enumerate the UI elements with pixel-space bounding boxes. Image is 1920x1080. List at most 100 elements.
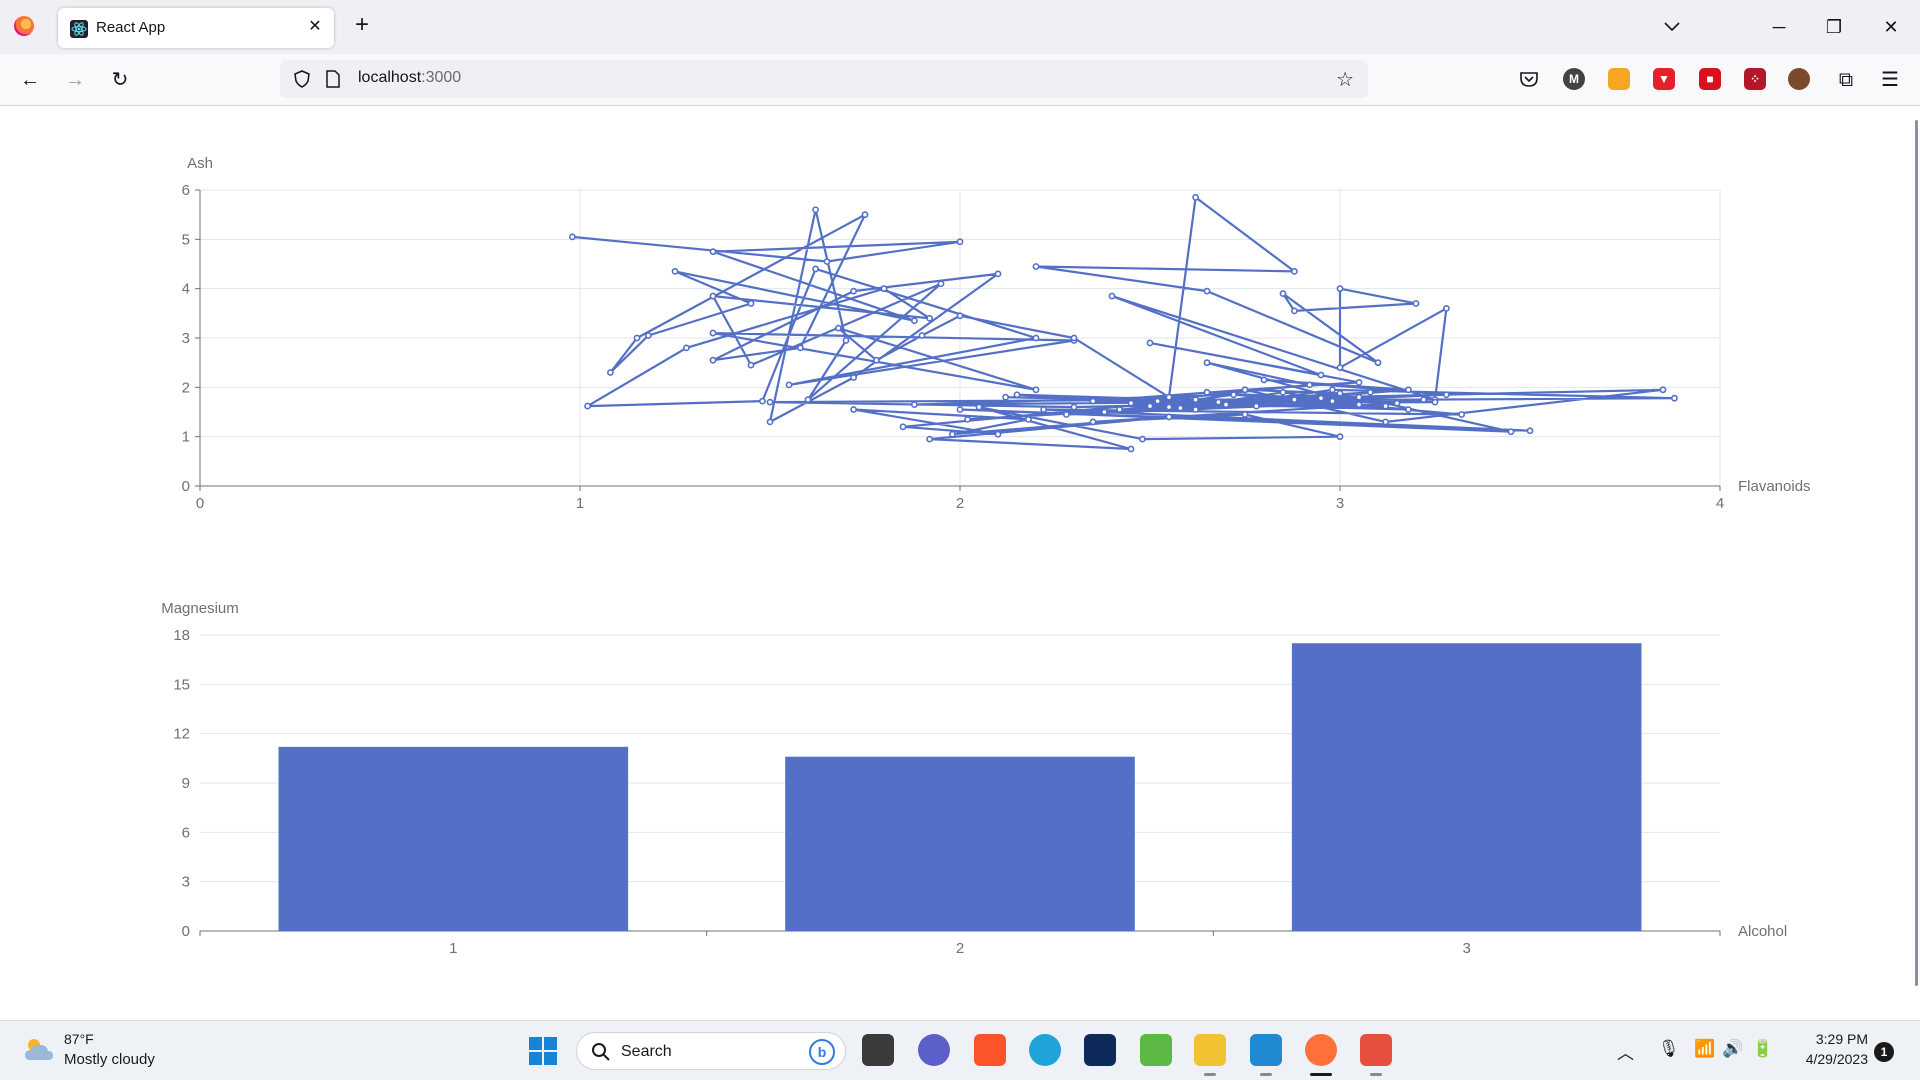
brave-browser-icon[interactable] <box>974 1034 1006 1066</box>
bookmark-star-icon[interactable]: ☆ <box>1336 69 1354 91</box>
data-point <box>1032 334 1040 342</box>
app-active-indicator <box>1310 1073 1332 1076</box>
wifi-icon[interactable]: 📶 <box>1694 1039 1716 1058</box>
app-running-indicator <box>1370 1073 1382 1076</box>
menu-icon[interactable]: ☰ <box>1881 69 1899 91</box>
data-point <box>1279 290 1287 297</box>
data-point <box>1393 399 1401 407</box>
data-point <box>607 369 614 376</box>
scrollbar[interactable] <box>1915 120 1918 986</box>
data-point <box>1165 413 1173 421</box>
data-point <box>1458 411 1465 418</box>
edge-browser-icon[interactable] <box>1029 1034 1061 1066</box>
data-point <box>1507 428 1515 436</box>
data-point <box>1405 386 1412 394</box>
extension-lock-icon[interactable]: ■ <box>1699 68 1721 90</box>
volume-icon[interactable]: 🔊 <box>1722 1039 1744 1058</box>
data-point <box>1154 397 1161 405</box>
extension-dots-icon[interactable]: ⁘ <box>1744 68 1766 90</box>
battery-icon[interactable]: 🔋 <box>1752 1039 1774 1058</box>
chevron-up-icon[interactable]: ︿ <box>1617 1044 1634 1063</box>
extension-cookie-icon[interactable] <box>1788 68 1810 90</box>
restore-icon[interactable]: ❐ <box>1825 17 1843 37</box>
data-point <box>1355 393 1363 401</box>
microphone-icon[interactable]: 🎙 <box>1658 1039 1680 1058</box>
minimize-icon[interactable]: ─ <box>1772 17 1786 37</box>
y-tick-label: 15 <box>173 676 190 693</box>
y-tick-label: 4 <box>182 281 190 298</box>
data-point <box>1405 406 1412 413</box>
taskbar-search-box[interactable]: Search b <box>576 1032 846 1070</box>
data-point <box>956 406 964 413</box>
data-point <box>1336 433 1344 441</box>
back-icon[interactable]: ← <box>20 69 40 91</box>
shield-icon <box>294 70 310 88</box>
pocket-icon[interactable] <box>1518 68 1540 90</box>
data-point <box>1291 267 1298 275</box>
x-tick-label: 1 <box>576 495 584 512</box>
chevron-down-icon[interactable] <box>1660 14 1684 38</box>
data-point <box>899 423 907 431</box>
cloudy-weather-icon[interactable] <box>22 1034 56 1066</box>
vscode-icon[interactable] <box>1250 1034 1282 1066</box>
data-point <box>880 285 888 293</box>
teamviewer-icon[interactable] <box>1084 1034 1116 1066</box>
data-point <box>926 435 933 443</box>
x-axis-label: Flavanoids <box>1738 478 1811 495</box>
extension-shield-icon[interactable]: ▼ <box>1653 68 1675 90</box>
bing-icon[interactable]: b <box>809 1039 835 1065</box>
data-point <box>797 344 804 352</box>
data-point <box>1215 398 1222 406</box>
data-point <box>994 270 1002 278</box>
data-point <box>812 265 819 273</box>
tab-strip: React App ✕ + ─ ❐ ✕ <box>0 0 1920 54</box>
clock-date[interactable]: 4/29/2023 <box>1805 1051 1868 1067</box>
browser-tab[interactable]: React App ✕ <box>58 8 334 48</box>
data-point <box>1116 406 1123 413</box>
data-point <box>1063 411 1070 418</box>
y-axis-label: Magnesium <box>161 600 239 617</box>
data-point <box>1367 388 1374 396</box>
firefox-taskbar-icon[interactable] <box>1305 1034 1337 1066</box>
weather-description: Mostly cloudy <box>64 1051 155 1068</box>
task-view-icon[interactable] <box>862 1034 894 1066</box>
data-point <box>823 258 831 265</box>
data-point <box>1659 386 1667 394</box>
series-line <box>572 196 1676 451</box>
data-point <box>1336 389 1344 397</box>
bluestacks-icon[interactable] <box>1140 1034 1172 1066</box>
data-point <box>1526 427 1534 435</box>
close-window-icon[interactable]: ✕ <box>1883 17 1899 37</box>
data-point <box>949 430 956 438</box>
tab-close-icon[interactable]: ✕ <box>308 18 322 35</box>
data-point <box>1329 386 1336 394</box>
x-tick-label: 2 <box>956 940 964 957</box>
data-point <box>1032 386 1040 394</box>
url-bar[interactable]: localhost:3000 ☆ <box>280 60 1368 98</box>
data-point <box>1260 376 1268 384</box>
teams-chat-icon[interactable] <box>918 1034 950 1066</box>
windows-start-icon[interactable] <box>528 1036 558 1066</box>
reload-icon[interactable]: ↻ <box>111 69 129 91</box>
extension-m-icon[interactable]: M <box>1563 68 1585 90</box>
extension-brush-icon[interactable] <box>1608 68 1630 90</box>
data-point <box>1089 418 1097 426</box>
data-point <box>1382 418 1389 426</box>
y-tick-label: 5 <box>182 231 190 248</box>
data-point <box>1203 359 1211 367</box>
notification-badge[interactable]: 1 <box>1874 1042 1894 1062</box>
data-point <box>1070 403 1078 411</box>
firefox-icon[interactable] <box>14 16 34 36</box>
git-icon[interactable] <box>1360 1034 1392 1066</box>
forward-icon[interactable]: → <box>65 69 85 91</box>
data-point <box>994 430 1002 438</box>
data-point <box>1253 402 1260 410</box>
data-point <box>812 206 819 214</box>
new-tab-icon[interactable]: + <box>354 11 369 38</box>
extensions-puzzle-icon[interactable]: ⧉ <box>1838 69 1854 91</box>
data-point <box>1203 388 1211 396</box>
file-explorer-icon[interactable] <box>1194 1034 1226 1066</box>
page-content: 0 1 2 3 4 5 6 0 1 2 3 4 Ash Flavanoids 0 3 6 9 12 15 18 Magn… <box>0 107 1920 1019</box>
clock-time[interactable]: 3:29 PM <box>1815 1031 1868 1047</box>
data-point <box>1374 359 1382 367</box>
